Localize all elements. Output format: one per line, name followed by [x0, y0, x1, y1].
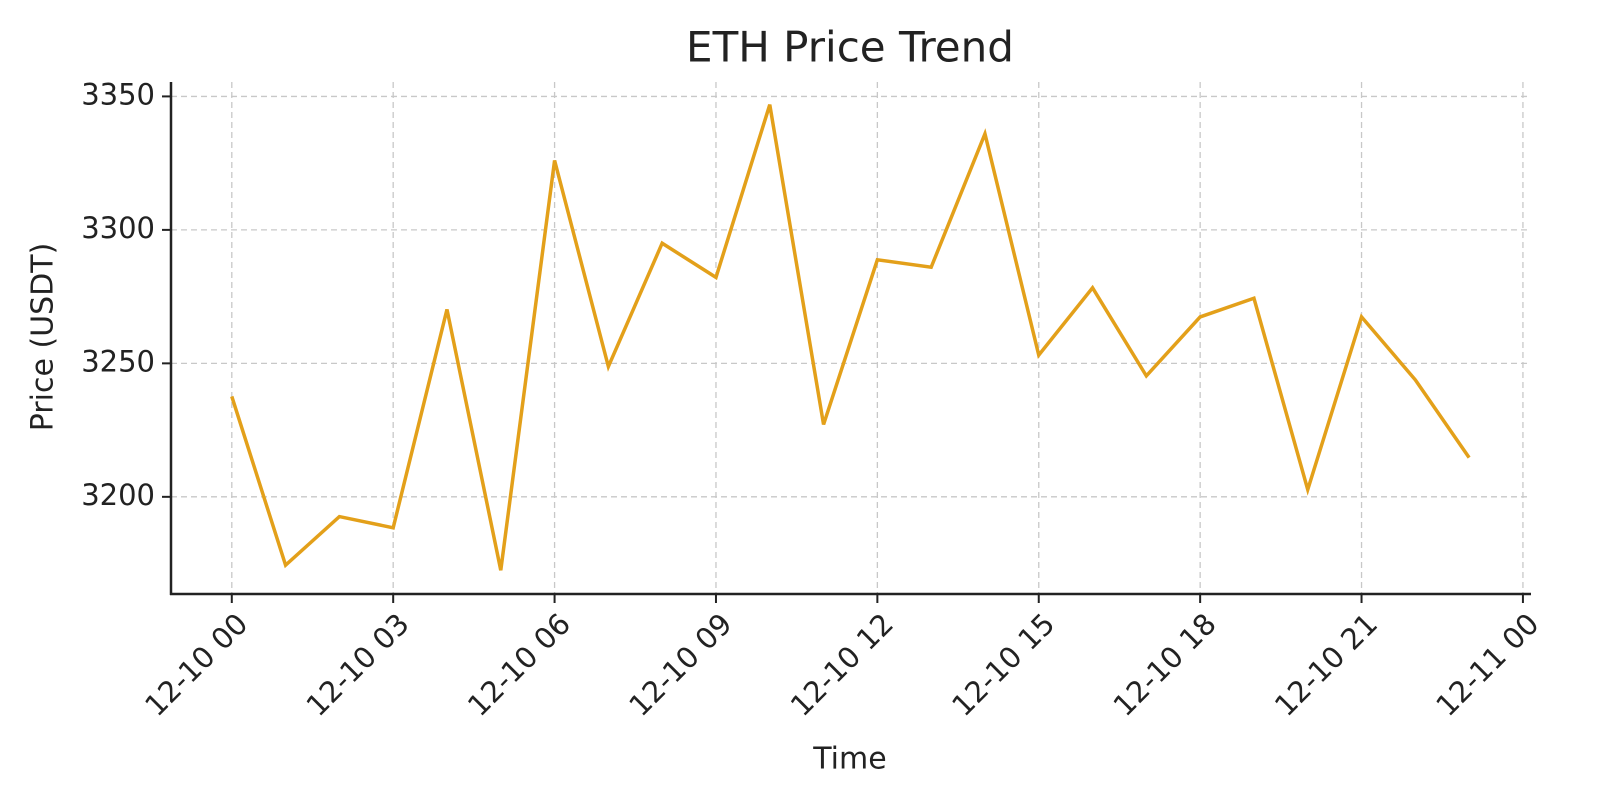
y-tick-label: 3200 — [81, 478, 155, 512]
y-tick-label: 3300 — [81, 211, 155, 245]
x-tick-label: 12-10 12 — [784, 607, 900, 723]
x-tick-label: 12-10 09 — [622, 607, 738, 723]
x-axis-label: Time — [812, 742, 886, 777]
x-tick-label: 12-10 21 — [1268, 607, 1384, 723]
x-tick-label: 12-10 18 — [1107, 607, 1223, 723]
chart-title: ETH Price Trend — [686, 23, 1014, 72]
price-line — [230, 104, 1471, 571]
y-tick-label: 3250 — [81, 344, 155, 378]
x-tick-label: 12-11 00 — [1429, 607, 1545, 723]
y-tick-label: 3350 — [81, 77, 155, 111]
x-tick-label: 12-10 03 — [300, 607, 416, 723]
y-axis-label: Price (USDT) — [26, 243, 61, 432]
x-tick-label: 12-10 06 — [461, 607, 577, 723]
x-tick-label: 12-10 00 — [138, 607, 254, 723]
x-tick-label: 12-10 15 — [945, 607, 1061, 723]
